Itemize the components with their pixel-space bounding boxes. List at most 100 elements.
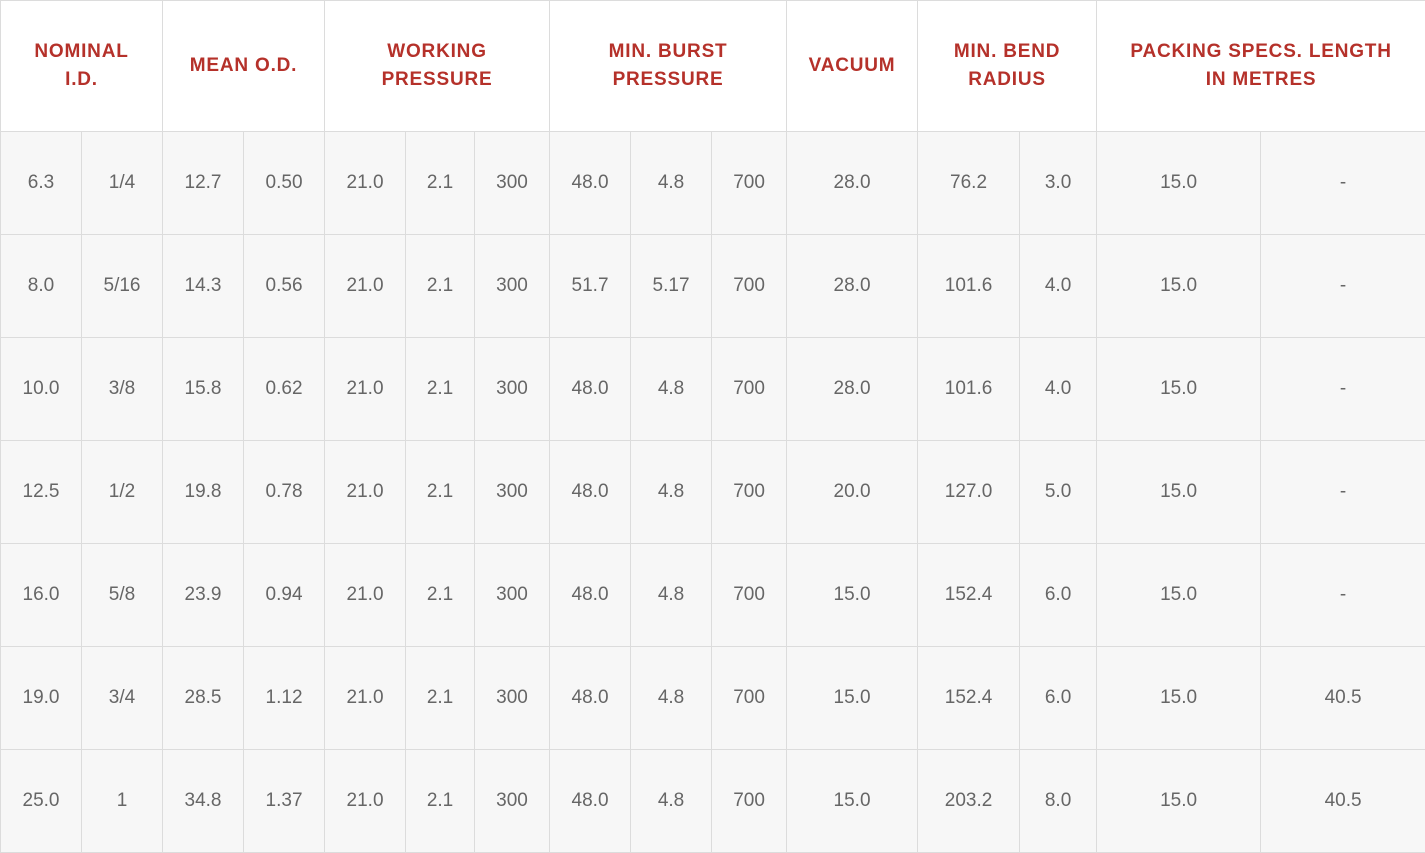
table-cell: 12.7 bbox=[162, 131, 245, 235]
table-cell: 15.0 bbox=[786, 749, 919, 853]
header-working-pressure: WORKING PRESSURE bbox=[324, 0, 551, 132]
table-cell: 2.1 bbox=[405, 749, 476, 853]
table-cell: 4.8 bbox=[630, 440, 713, 544]
table-cell: 12.5 bbox=[0, 440, 82, 544]
table-cell: 2.1 bbox=[405, 337, 476, 441]
table-row: 8.0 5/16 14.3 0.56 21.0 2.1 300 51.7 5.17 700 28.0… bbox=[0, 234, 1425, 338]
table-cell: 4.8 bbox=[630, 131, 713, 235]
table-cell: 23.9 bbox=[162, 543, 245, 647]
table-cell: 3.0 bbox=[1019, 131, 1098, 235]
table-cell: 4.8 bbox=[630, 749, 713, 853]
header-min-bend-radius: MIN. BEND RADIUS bbox=[917, 0, 1098, 132]
table-cell: 21.0 bbox=[324, 543, 407, 647]
table-cell: 1.12 bbox=[243, 646, 326, 750]
table-cell: 2.1 bbox=[405, 440, 476, 544]
table-cell: 300 bbox=[474, 131, 551, 235]
table-cell: 300 bbox=[474, 337, 551, 441]
table-cell: 25.0 bbox=[0, 749, 82, 853]
table-row: 25.0 1 34.8 1.37 21.0 2.1 300 48.0 4.8 700 15.0 203… bbox=[0, 749, 1425, 853]
table-cell: 4.8 bbox=[630, 646, 713, 750]
table-cell: 5/8 bbox=[80, 543, 164, 647]
table-cell: 16.0 bbox=[0, 543, 82, 647]
table-cell: 300 bbox=[474, 440, 551, 544]
table-cell: 5.0 bbox=[1019, 440, 1098, 544]
table-body: 6.3 1/4 12.7 0.50 21.0 2.1 300 48.0 4.8 700 28.0 76… bbox=[0, 131, 1425, 853]
table-cell: 15.0 bbox=[1096, 646, 1262, 750]
table-cell: 2.1 bbox=[405, 646, 476, 750]
table-cell: 15.8 bbox=[162, 337, 245, 441]
table-cell: 101.6 bbox=[917, 337, 1021, 441]
table-row: 12.5 1/2 19.8 0.78 21.0 2.1 300 48.0 4.8 700 20.0 1… bbox=[0, 440, 1425, 544]
table-cell: 15.0 bbox=[1096, 440, 1262, 544]
table-cell: 28.0 bbox=[786, 131, 919, 235]
table-cell: 21.0 bbox=[324, 646, 407, 750]
table-cell: 2.1 bbox=[405, 131, 476, 235]
table-cell: - bbox=[1260, 131, 1425, 235]
table-cell: 15.0 bbox=[1096, 749, 1262, 853]
table-cell: 76.2 bbox=[917, 131, 1021, 235]
table-cell: 300 bbox=[474, 646, 551, 750]
table-cell: 0.56 bbox=[243, 234, 326, 338]
table-cell: 28.0 bbox=[786, 234, 919, 338]
table-cell: 28.0 bbox=[786, 337, 919, 441]
table-cell: 1.37 bbox=[243, 749, 326, 853]
table-cell: 40.5 bbox=[1260, 646, 1425, 750]
table-cell: 34.8 bbox=[162, 749, 245, 853]
table-cell: - bbox=[1260, 543, 1425, 647]
table-cell: 21.0 bbox=[324, 440, 407, 544]
table-cell: 300 bbox=[474, 749, 551, 853]
table-cell: 300 bbox=[474, 543, 551, 647]
table-cell: 152.4 bbox=[917, 646, 1021, 750]
table-cell: 15.0 bbox=[786, 646, 919, 750]
header-nominal-id: NOMINAL I.D. bbox=[0, 0, 164, 132]
table-cell: 21.0 bbox=[324, 749, 407, 853]
table-cell: 19.8 bbox=[162, 440, 245, 544]
table-cell: 48.0 bbox=[549, 131, 632, 235]
table-cell: - bbox=[1260, 337, 1425, 441]
table-cell: 2.1 bbox=[405, 543, 476, 647]
table-row: 10.0 3/8 15.8 0.62 21.0 2.1 300 48.0 4.8 700 28.0 1… bbox=[0, 337, 1425, 441]
table-cell: 3/4 bbox=[80, 646, 164, 750]
table-cell: 48.0 bbox=[549, 646, 632, 750]
table-cell: 700 bbox=[711, 131, 788, 235]
header-packing-specs: PACKING SPECS. LENGTH IN METRES bbox=[1096, 0, 1425, 132]
table-cell: 5/16 bbox=[80, 234, 164, 338]
table-cell: 4.0 bbox=[1019, 234, 1098, 338]
table-cell: 15.0 bbox=[1096, 234, 1262, 338]
table-cell: 1/2 bbox=[80, 440, 164, 544]
table-cell: 0.50 bbox=[243, 131, 326, 235]
table-cell: 21.0 bbox=[324, 337, 407, 441]
table-cell: 48.0 bbox=[549, 337, 632, 441]
table-cell: 3/8 bbox=[80, 337, 164, 441]
header-row: NOMINAL I.D. MEAN O.D. WORKING PRESSURE MI… bbox=[0, 0, 1425, 132]
table-cell: - bbox=[1260, 440, 1425, 544]
table-cell: 127.0 bbox=[917, 440, 1021, 544]
table-cell: 6.3 bbox=[0, 131, 82, 235]
table-cell: 700 bbox=[711, 337, 788, 441]
table-cell: 4.8 bbox=[630, 543, 713, 647]
table-cell: 48.0 bbox=[549, 749, 632, 853]
header-mean-od: MEAN O.D. bbox=[162, 0, 326, 132]
table-cell: 14.3 bbox=[162, 234, 245, 338]
table-cell: 300 bbox=[474, 234, 551, 338]
table-cell: 700 bbox=[711, 543, 788, 647]
table-cell: 48.0 bbox=[549, 543, 632, 647]
table-cell: 4.8 bbox=[630, 337, 713, 441]
table-cell: 6.0 bbox=[1019, 543, 1098, 647]
table-cell: 6.0 bbox=[1019, 646, 1098, 750]
table-cell: 8.0 bbox=[0, 234, 82, 338]
table-cell: 101.6 bbox=[917, 234, 1021, 338]
table-cell: 15.0 bbox=[1096, 543, 1262, 647]
table-cell: 203.2 bbox=[917, 749, 1021, 853]
table-cell: 152.4 bbox=[917, 543, 1021, 647]
table-cell: 10.0 bbox=[0, 337, 82, 441]
table-cell: 21.0 bbox=[324, 234, 407, 338]
table-cell: 48.0 bbox=[549, 440, 632, 544]
table-cell: 4.0 bbox=[1019, 337, 1098, 441]
table-cell: 0.78 bbox=[243, 440, 326, 544]
table-cell: 28.5 bbox=[162, 646, 245, 750]
table-cell: 700 bbox=[711, 749, 788, 853]
table-cell: 1 bbox=[80, 749, 164, 853]
table-cell: 2.1 bbox=[405, 234, 476, 338]
